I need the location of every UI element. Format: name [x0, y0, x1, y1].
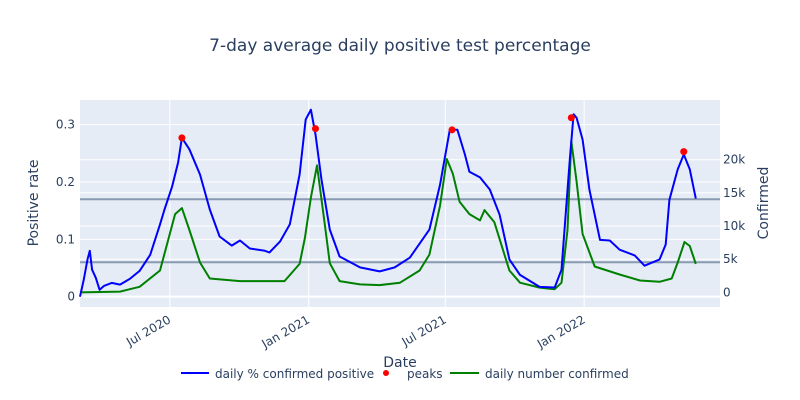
y-tick-label: 0.1 — [56, 232, 75, 246]
x-tick-label: Jul 2021 — [399, 312, 449, 349]
legend-item-peaks[interactable]: peaks — [383, 367, 443, 381]
y2-tick-label: 15k — [723, 186, 745, 200]
y2-tick-label: 0 — [723, 285, 731, 299]
legend-label-peaks: peaks — [407, 367, 443, 381]
peak-marker — [567, 114, 575, 122]
chart-title: 7-day average daily positive test percen… — [209, 36, 591, 56]
y2-tick-label: 5k — [723, 252, 738, 266]
peak-marker — [311, 125, 319, 133]
y-tick-label: 0.2 — [56, 175, 75, 189]
x-tick-label: Jan 2021 — [259, 312, 313, 351]
legend-item-rate[interactable]: daily % confirmed positive — [181, 367, 374, 381]
legend-item-confirmed[interactable]: daily number confirmed — [450, 367, 629, 381]
series-line-daily-confirmed-positive — [79, 108, 697, 297]
y2-axis-title: Confirmed — [756, 167, 772, 240]
gridlines — [80, 100, 720, 307]
series-line-daily-number-confirmed — [79, 140, 697, 294]
y-axis-title: Positive rate — [26, 160, 42, 247]
peak-marker — [448, 126, 456, 134]
y2-tick-label: 20k — [723, 153, 745, 167]
legend-marker-red — [383, 370, 389, 376]
peak-marker — [178, 134, 186, 142]
peak-marker — [680, 148, 688, 156]
x-tick-label: Jan 2022 — [534, 312, 588, 351]
reference-lines — [80, 198, 720, 264]
y-tick-label: 0 — [67, 290, 75, 304]
x-tick-label: Jul 2020 — [123, 312, 173, 349]
x-axis-title: Date — [383, 355, 416, 371]
legend-label-confirmed: daily number confirmed — [485, 367, 629, 381]
y-tick-label: 0.3 — [56, 118, 75, 132]
legend: daily % confirmed positive peaks daily n… — [181, 367, 629, 381]
legend-label-rate: daily % confirmed positive — [215, 367, 374, 381]
y2-tick-label: 10k — [723, 219, 745, 233]
series-group — [79, 108, 697, 297]
